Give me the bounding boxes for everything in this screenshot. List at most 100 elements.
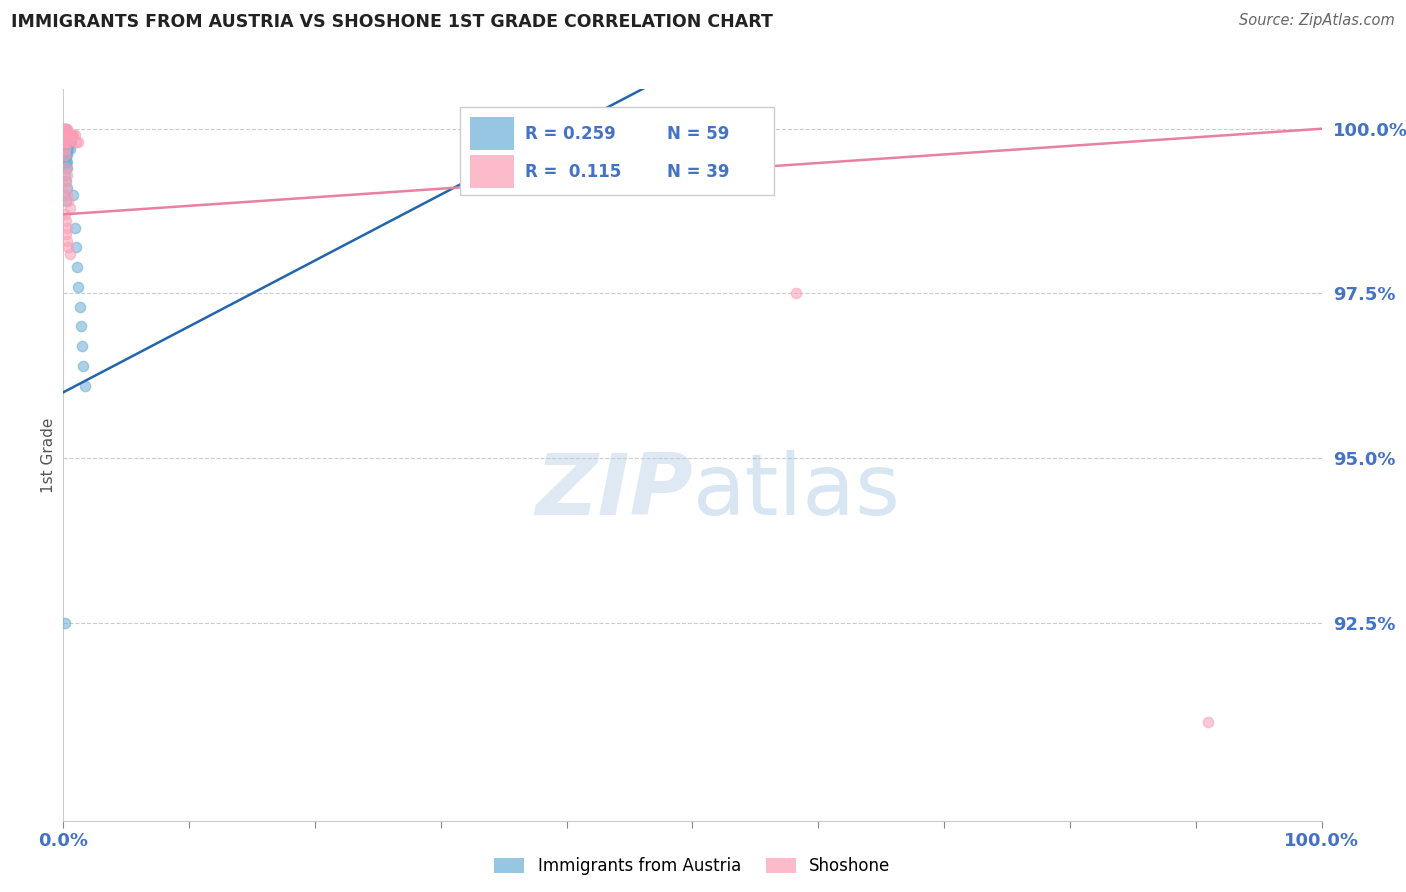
Point — [55, 214, 77, 228]
Point — [55, 161, 77, 176]
Point — [53, 148, 76, 162]
FancyBboxPatch shape — [470, 155, 513, 188]
Point — [55, 135, 77, 149]
Point — [56, 148, 79, 162]
Point — [53, 154, 76, 169]
Point — [58, 240, 80, 254]
Point — [52, 128, 75, 143]
Point — [60, 128, 83, 143]
Point — [56, 181, 79, 195]
Point — [53, 141, 76, 155]
Point — [53, 135, 76, 149]
Point — [58, 128, 80, 143]
Text: N = 59: N = 59 — [668, 125, 730, 143]
Point — [58, 141, 80, 155]
Point — [1197, 714, 1219, 729]
FancyBboxPatch shape — [460, 108, 775, 195]
Point — [53, 121, 76, 136]
Point — [52, 128, 75, 143]
Point — [56, 161, 79, 176]
Point — [55, 161, 77, 176]
Y-axis label: 1st Grade: 1st Grade — [41, 417, 56, 492]
Point — [56, 168, 79, 182]
Point — [53, 128, 76, 143]
Text: N = 39: N = 39 — [668, 163, 730, 181]
Point — [58, 128, 80, 143]
Point — [53, 148, 76, 162]
Point — [65, 240, 87, 254]
Text: R = 0.259: R = 0.259 — [524, 125, 616, 143]
Point — [52, 141, 75, 155]
Point — [72, 359, 94, 373]
Point — [56, 234, 79, 248]
Point — [56, 128, 79, 143]
Point — [53, 174, 76, 188]
Point — [55, 148, 77, 162]
Point — [55, 174, 77, 188]
Point — [55, 121, 77, 136]
Text: Source: ZipAtlas.com: Source: ZipAtlas.com — [1239, 13, 1395, 29]
Point — [56, 128, 79, 143]
Point — [58, 201, 80, 215]
Point — [73, 378, 96, 392]
Point — [55, 181, 77, 195]
Point — [53, 187, 76, 202]
Text: ZIP: ZIP — [534, 450, 693, 533]
Point — [58, 141, 80, 155]
Point — [52, 121, 75, 136]
Point — [65, 135, 87, 149]
Point — [63, 220, 86, 235]
Point — [52, 141, 75, 155]
Point — [52, 135, 75, 149]
Point — [53, 128, 76, 143]
Text: IMMIGRANTS FROM AUSTRIA VS SHOSHONE 1ST GRADE CORRELATION CHART: IMMIGRANTS FROM AUSTRIA VS SHOSHONE 1ST … — [11, 13, 773, 31]
Point — [58, 135, 80, 149]
Point — [55, 128, 77, 143]
Point — [52, 128, 75, 143]
Point — [52, 135, 75, 149]
Point — [53, 121, 76, 136]
Point — [59, 135, 82, 149]
Point — [55, 194, 77, 209]
Point — [56, 141, 79, 155]
Point — [55, 154, 77, 169]
Point — [785, 286, 807, 301]
Legend: Immigrants from Austria, Shoshone: Immigrants from Austria, Shoshone — [488, 850, 897, 882]
Point — [55, 141, 77, 155]
Point — [56, 220, 79, 235]
Point — [52, 135, 75, 149]
Point — [58, 194, 80, 209]
Point — [53, 615, 76, 630]
Point — [53, 128, 76, 143]
Point — [52, 121, 75, 136]
Point — [59, 128, 82, 143]
Point — [56, 121, 79, 136]
Point — [55, 121, 77, 136]
Point — [53, 141, 76, 155]
Point — [66, 260, 89, 274]
Point — [63, 128, 86, 143]
Point — [70, 339, 93, 353]
Text: R =  0.115: R = 0.115 — [524, 163, 621, 181]
Point — [67, 280, 90, 294]
Point — [56, 187, 79, 202]
Point — [58, 128, 80, 143]
Point — [52, 128, 75, 143]
Point — [53, 135, 76, 149]
Point — [60, 128, 83, 143]
Point — [53, 141, 76, 155]
Point — [53, 148, 76, 162]
Point — [58, 135, 80, 149]
Point — [69, 300, 91, 314]
Point — [59, 128, 82, 143]
Point — [55, 128, 77, 143]
Point — [58, 135, 80, 149]
Point — [52, 135, 75, 149]
Point — [55, 135, 77, 149]
Point — [52, 121, 75, 136]
Point — [62, 128, 84, 143]
Point — [62, 187, 84, 202]
Point — [56, 135, 79, 149]
Point — [53, 168, 76, 182]
Point — [70, 319, 93, 334]
